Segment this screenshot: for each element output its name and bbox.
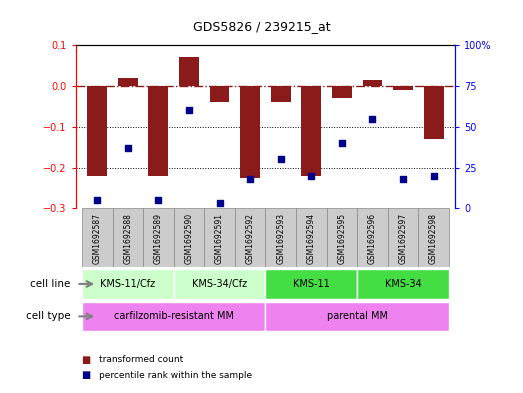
Text: GSM1692596: GSM1692596 <box>368 213 377 264</box>
Bar <box>179 57 199 86</box>
Point <box>368 116 377 122</box>
Bar <box>357 269 449 299</box>
Text: ■: ■ <box>81 354 90 365</box>
Text: carfilzomib-resistant MM: carfilzomib-resistant MM <box>113 311 234 321</box>
Text: cell type: cell type <box>26 311 71 321</box>
Point <box>429 173 438 179</box>
Bar <box>143 208 174 267</box>
Bar <box>271 86 291 102</box>
Text: GSM1692598: GSM1692598 <box>429 213 438 264</box>
Text: transformed count: transformed count <box>99 355 184 364</box>
Bar <box>326 208 357 267</box>
Bar <box>357 208 388 267</box>
Text: GSM1692587: GSM1692587 <box>93 213 102 264</box>
Bar <box>362 80 382 86</box>
Point <box>307 173 315 179</box>
Bar <box>87 86 107 176</box>
Text: GSM1692588: GSM1692588 <box>123 213 132 264</box>
Text: GDS5826 / 239215_at: GDS5826 / 239215_at <box>192 20 331 33</box>
Text: parental MM: parental MM <box>327 311 388 321</box>
Bar <box>424 86 444 139</box>
Text: GSM1692592: GSM1692592 <box>246 213 255 264</box>
Point <box>93 197 101 203</box>
Point <box>277 156 285 163</box>
Bar <box>393 86 413 90</box>
Text: percentile rank within the sample: percentile rank within the sample <box>99 371 253 380</box>
Point <box>246 176 254 182</box>
Point <box>338 140 346 146</box>
Bar <box>82 208 112 267</box>
Bar <box>174 208 204 267</box>
Text: GSM1692589: GSM1692589 <box>154 213 163 264</box>
Bar <box>210 86 230 102</box>
Bar <box>266 269 357 299</box>
Point <box>123 145 132 151</box>
Bar <box>174 269 266 299</box>
Text: KMS-11: KMS-11 <box>293 279 329 289</box>
Bar <box>332 86 352 98</box>
Bar <box>266 302 449 331</box>
Bar <box>388 208 418 267</box>
Text: GSM1692590: GSM1692590 <box>185 213 194 264</box>
Bar <box>301 86 321 176</box>
Bar <box>149 86 168 176</box>
Text: GSM1692595: GSM1692595 <box>337 213 346 264</box>
Text: GSM1692591: GSM1692591 <box>215 213 224 264</box>
Bar <box>296 208 326 267</box>
Text: cell line: cell line <box>30 279 71 289</box>
Bar <box>82 302 266 331</box>
Text: ■: ■ <box>81 370 90 380</box>
Bar <box>418 208 449 267</box>
Bar <box>82 269 174 299</box>
Bar <box>240 86 260 178</box>
Text: GSM1692594: GSM1692594 <box>307 213 316 264</box>
Bar <box>235 208 266 267</box>
Bar <box>204 208 235 267</box>
Bar <box>118 78 138 86</box>
Text: GSM1692593: GSM1692593 <box>276 213 285 264</box>
Point <box>185 107 193 114</box>
Bar <box>266 208 296 267</box>
Text: KMS-34: KMS-34 <box>384 279 422 289</box>
Point <box>215 200 224 207</box>
Text: KMS-11/Cfz: KMS-11/Cfz <box>100 279 155 289</box>
Point <box>399 176 407 182</box>
Point <box>154 197 163 203</box>
Text: KMS-34/Cfz: KMS-34/Cfz <box>192 279 247 289</box>
Bar <box>112 208 143 267</box>
Text: GSM1692597: GSM1692597 <box>399 213 407 264</box>
